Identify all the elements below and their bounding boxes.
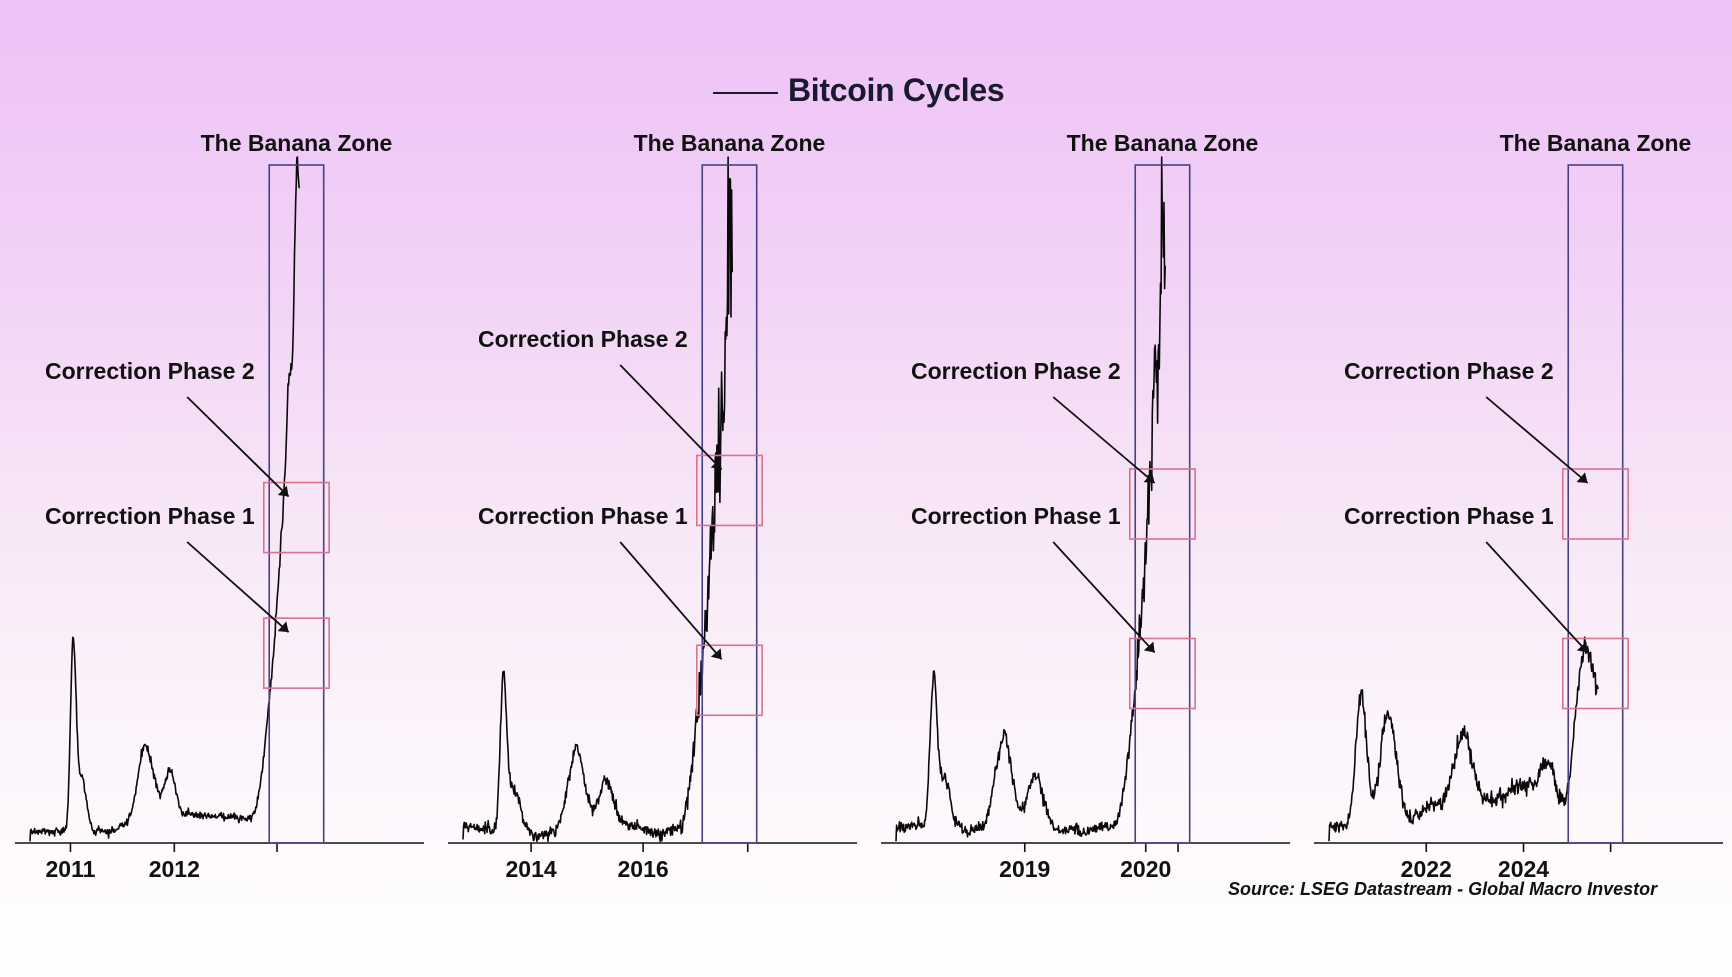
svg-text:Correction Phase 1: Correction Phase 1 [911,503,1121,529]
svg-text:2022: 2022 [1401,856,1452,882]
svg-text:Correction Phase 1: Correction Phase 1 [45,503,255,529]
svg-text:Correction Phase 2: Correction Phase 2 [911,358,1121,384]
svg-text:Correction Phase 2: Correction Phase 2 [1344,358,1554,384]
svg-text:The Banana Zone: The Banana Zone [634,130,826,156]
svg-text:2024: 2024 [1498,856,1549,882]
svg-text:Correction Phase 2: Correction Phase 2 [478,326,688,352]
svg-text:2011: 2011 [46,856,96,882]
svg-text:2019: 2019 [999,856,1050,882]
svg-text:The Banana Zone: The Banana Zone [1500,130,1692,156]
svg-text:2016: 2016 [618,856,669,882]
svg-text:2020: 2020 [1120,856,1171,882]
svg-text:Correction Phase 2: Correction Phase 2 [45,358,255,384]
svg-text:Correction Phase 1: Correction Phase 1 [478,503,688,529]
svg-text:The Banana Zone: The Banana Zone [201,130,393,156]
svg-text:The Banana Zone: The Banana Zone [1067,130,1259,156]
svg-text:2012: 2012 [149,856,200,882]
svg-text:2014: 2014 [505,856,556,882]
svg-text:Correction Phase 1: Correction Phase 1 [1344,503,1554,529]
